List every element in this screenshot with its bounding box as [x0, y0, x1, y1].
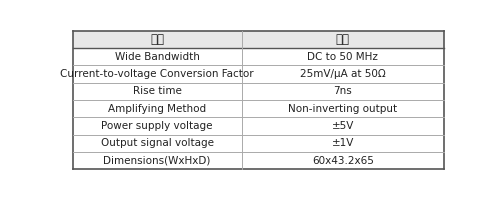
- Text: DC to 50 MHz: DC to 50 MHz: [307, 52, 378, 62]
- Text: Wide Bandwidth: Wide Bandwidth: [115, 52, 200, 62]
- Text: Dimensions(WxHxD): Dimensions(WxHxD): [103, 156, 211, 166]
- Bar: [241, 152, 444, 169]
- Text: ±1V: ±1V: [332, 138, 354, 148]
- Text: Current-to-voltage Conversion Factor: Current-to-voltage Conversion Factor: [60, 69, 254, 79]
- Text: Amplifying Method: Amplifying Method: [108, 104, 206, 114]
- Bar: [241, 100, 444, 117]
- Text: Power supply voltage: Power supply voltage: [101, 121, 213, 131]
- Bar: [241, 48, 444, 65]
- Text: 항목: 항목: [150, 33, 164, 46]
- Bar: [241, 83, 444, 100]
- Bar: [73, 100, 241, 117]
- Text: Non-inverting output: Non-inverting output: [288, 104, 397, 114]
- Bar: [73, 48, 241, 65]
- Text: 25mV/μA at 50Ω: 25mV/μA at 50Ω: [300, 69, 386, 79]
- Text: Rise time: Rise time: [133, 86, 181, 96]
- Bar: [73, 83, 241, 100]
- Text: ±5V: ±5V: [332, 121, 354, 131]
- Bar: [73, 117, 241, 135]
- Bar: [241, 117, 444, 135]
- Text: 사양: 사양: [336, 33, 350, 46]
- Bar: [73, 31, 241, 48]
- Bar: [241, 31, 444, 48]
- Text: Output signal voltage: Output signal voltage: [101, 138, 214, 148]
- Bar: [241, 135, 444, 152]
- Text: 60x43.2x65: 60x43.2x65: [312, 156, 373, 166]
- Bar: [73, 152, 241, 169]
- Bar: [73, 135, 241, 152]
- Text: 7ns: 7ns: [333, 86, 352, 96]
- Bar: [73, 65, 241, 83]
- Bar: [241, 65, 444, 83]
